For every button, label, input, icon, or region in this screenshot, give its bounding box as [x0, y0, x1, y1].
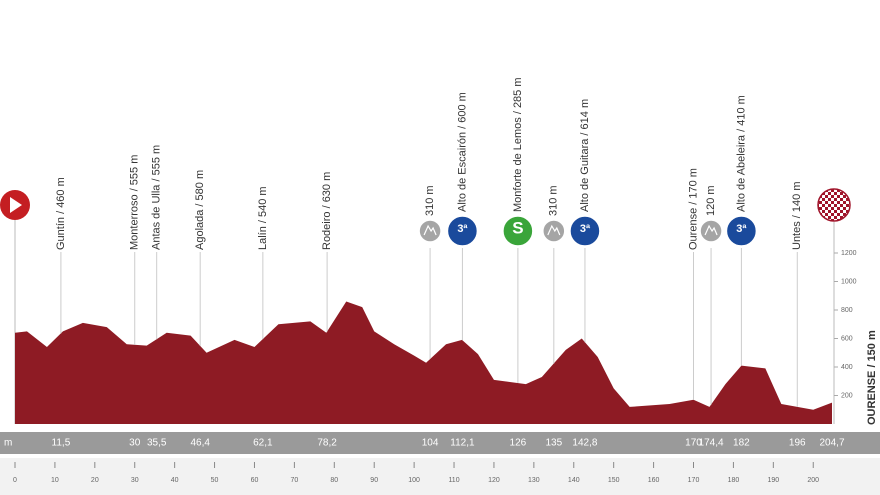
waypoint-label: Antas de Ulla / 555 m — [151, 145, 163, 250]
x-tick-label: 0 — [13, 477, 17, 484]
x-tick-label: 100 — [408, 477, 420, 484]
waypoint-km: 35,5 — [147, 438, 167, 449]
x-tick-label: 190 — [767, 477, 779, 484]
waypoint-km: 104 — [422, 438, 439, 449]
waypoint-km: 196 — [789, 438, 806, 449]
y-tick-label: 1000 — [841, 278, 857, 285]
waypoint-icon — [446, 215, 479, 247]
waypoint-icon — [502, 215, 534, 247]
waypoint-km: 46,4 — [190, 438, 210, 449]
x-tick-label: 160 — [648, 477, 660, 484]
waypoint-label: Rodeiro / 630 m — [321, 172, 333, 250]
start-arrow — [10, 197, 22, 213]
finish-km: 204,7 — [819, 438, 844, 449]
waypoint-label: Ourense / 170 m — [687, 168, 699, 250]
x-tick-label: 200 — [807, 477, 819, 484]
elevation-profile — [15, 301, 832, 424]
x-tick-label: 90 — [370, 477, 378, 484]
waypoint-label: Alto de Abeleira / 410 m — [735, 95, 747, 212]
waypoint-label: Monforte de Lemos / 285 m — [512, 77, 524, 212]
x-tick-label: 130 — [528, 477, 540, 484]
waypoint-label: Guntín / 460 m — [55, 177, 67, 250]
icon-text: S — [512, 218, 523, 237]
icon-text: 3ª — [457, 223, 468, 235]
icon-mountain — [547, 224, 561, 236]
waypoint-label: Alto de Escairón / 600 m — [456, 92, 468, 212]
waypoint-icon — [418, 219, 442, 243]
waypoint-label: Monterroso / 555 m — [129, 155, 141, 250]
icon-mountain — [423, 224, 437, 236]
icon-mountain — [704, 224, 718, 236]
distance-bar — [0, 432, 880, 454]
x-tick-label: 70 — [290, 477, 298, 484]
waypoint-km: 11,5 — [52, 438, 71, 449]
waypoint-km: 170 — [685, 438, 702, 449]
x-tick-label: 180 — [728, 477, 740, 484]
x-tick-label: 150 — [608, 477, 620, 484]
waypoint-label: Lalín / 540 m — [257, 186, 269, 250]
y-tick-label: 1200 — [841, 250, 857, 257]
x-tick-label: 50 — [211, 477, 219, 484]
waypoint-km: 62,1 — [253, 438, 273, 449]
x-tick-label: 170 — [688, 477, 700, 484]
x-tick-label: 40 — [171, 477, 179, 484]
waypoint-icon — [699, 219, 723, 243]
x-tick-label: 60 — [251, 477, 259, 484]
bar-unit: m — [4, 438, 12, 449]
waypoint-km: 182 — [733, 438, 750, 449]
waypoint-label: 120 m — [705, 185, 717, 216]
finish-icon — [817, 188, 851, 222]
x-tick-label: 120 — [488, 477, 500, 484]
x-tick-label: 110 — [448, 477, 459, 484]
finish-label: OURENSE / 150 m — [866, 330, 878, 425]
y-tick-label: 400 — [841, 364, 853, 371]
waypoint-label: Untes / 140 m — [791, 182, 803, 250]
icon-text: 3ª — [580, 223, 591, 235]
waypoint-km: 112,1 — [450, 438, 475, 449]
waypoint-km: 78,2 — [317, 438, 337, 449]
waypoint-km: 126 — [510, 438, 527, 449]
waypoint-km: 174,4 — [699, 438, 724, 449]
x-tick-label: 30 — [131, 477, 139, 484]
y-tick-label: 200 — [841, 392, 853, 399]
waypoint-label: Agolada / 580 m — [194, 170, 206, 250]
waypoint-icon — [569, 215, 601, 247]
y-tick-label: 800 — [841, 307, 853, 314]
waypoint-km: 135 — [545, 438, 562, 449]
waypoint-km: 30 — [129, 438, 141, 449]
x-tick-label: 140 — [568, 477, 580, 484]
waypoint-km: 142,8 — [572, 438, 597, 449]
waypoint-icon — [725, 215, 758, 247]
x-tick-label: 80 — [330, 477, 338, 484]
waypoint-label: 310 m — [548, 185, 560, 216]
waypoint-icon — [542, 219, 566, 243]
x-tick-label: 20 — [91, 477, 99, 484]
icon-text: 3ª — [736, 223, 747, 235]
y-tick-label: 600 — [841, 335, 853, 342]
waypoint-label: Alto de Guitara / 614 m — [579, 99, 591, 212]
waypoint-label: 310 m — [424, 185, 436, 216]
x-tick-label: 10 — [51, 477, 59, 484]
